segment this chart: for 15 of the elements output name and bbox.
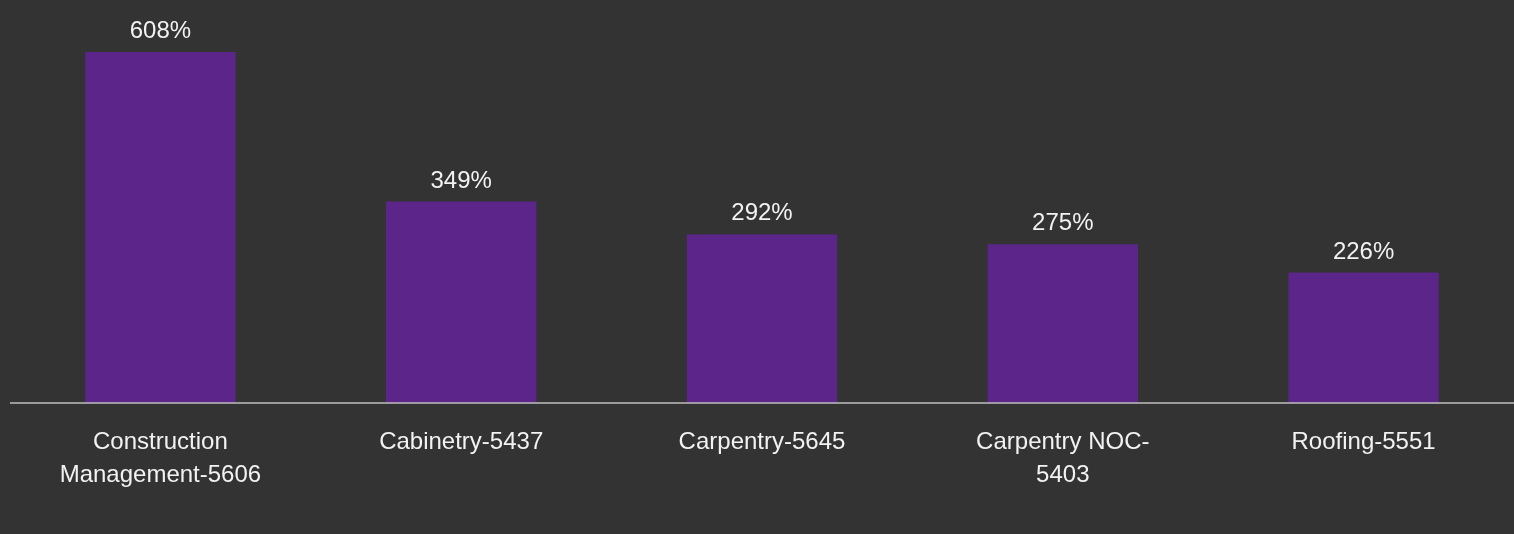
data-label: 349% xyxy=(430,165,492,193)
bar xyxy=(686,234,838,403)
data-label: 608% xyxy=(129,16,192,43)
bar xyxy=(1288,272,1439,403)
data-label: 275% xyxy=(1032,208,1094,236)
data-label: 292% xyxy=(731,198,793,226)
x-tick-label: Construction Management-5606 xyxy=(59,427,262,487)
bar xyxy=(85,52,236,403)
bar xyxy=(987,244,1138,403)
x-tick-label: Cabinetry-5437 xyxy=(379,427,544,454)
x-tick-label: Roofing-5551 xyxy=(1291,427,1436,454)
data-label: 226% xyxy=(1332,236,1395,264)
bar xyxy=(386,201,537,403)
x-tick-label: Carpentry-5645 xyxy=(678,427,846,454)
x-tick-label: Carpentry NOC-5403 xyxy=(976,427,1150,487)
